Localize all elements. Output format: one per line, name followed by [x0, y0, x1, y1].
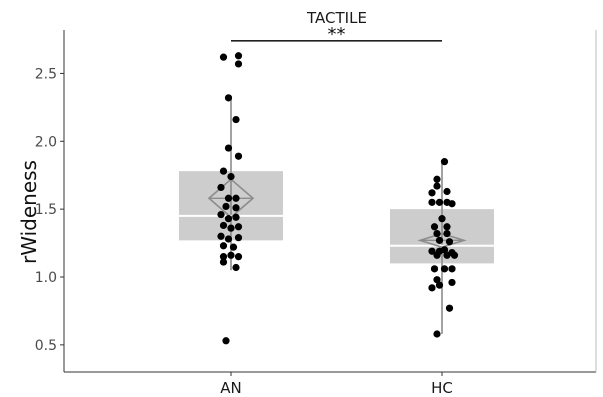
data-point	[440, 265, 449, 273]
data-point	[443, 187, 451, 196]
data-point	[448, 278, 456, 287]
data-point	[234, 152, 243, 160]
data-point	[428, 284, 436, 292]
axes: 0.5 1.0 1.5 2.0 2.5 AN HC	[35, 30, 597, 397]
data-point	[219, 242, 228, 250]
data-point	[224, 94, 233, 102]
data-point	[448, 265, 456, 273]
data-point	[435, 236, 444, 244]
data-point	[428, 189, 436, 197]
y-axis-label: rWideness	[17, 160, 41, 264]
data-point	[227, 251, 235, 259]
data-point	[232, 213, 240, 221]
data-point	[219, 53, 228, 61]
data-point	[229, 243, 238, 251]
data-point	[227, 172, 235, 181]
y-tick-label: 2.0	[35, 134, 57, 150]
data-point	[448, 200, 456, 208]
data-point	[219, 167, 228, 175]
data-point	[433, 330, 441, 338]
data-point	[224, 194, 233, 202]
data-point	[217, 210, 225, 219]
data-point	[232, 194, 240, 202]
y-tick-label: 1.5	[35, 202, 57, 218]
y-tick-label: 1.0	[35, 270, 57, 286]
data-point	[445, 304, 454, 312]
data-point	[232, 263, 240, 272]
data-point	[433, 276, 441, 284]
data-point	[234, 253, 243, 261]
data-point	[440, 246, 449, 254]
x-tick-label-an: AN	[220, 379, 241, 397]
data-point	[443, 251, 451, 259]
data-point	[222, 337, 230, 345]
data-point	[433, 175, 441, 183]
data-point	[430, 265, 439, 273]
data-point	[224, 144, 233, 152]
data-point	[217, 183, 225, 192]
data-point	[232, 115, 240, 124]
data-point	[234, 60, 243, 68]
data-point	[227, 224, 235, 232]
data-point	[428, 247, 436, 255]
data-point	[219, 253, 228, 261]
data-point	[224, 215, 233, 223]
data-point	[435, 198, 444, 206]
data-point	[234, 52, 243, 60]
plot-area: **	[179, 24, 494, 345]
y-tick-label: 2.5	[35, 66, 57, 82]
data-point	[232, 204, 240, 212]
data-point	[435, 281, 444, 289]
y-tick-label: 0.5	[35, 338, 57, 354]
data-point	[433, 182, 441, 190]
data-point	[443, 229, 451, 238]
data-point	[219, 258, 228, 266]
significance-label: **	[328, 24, 346, 45]
data-point	[219, 221, 228, 230]
data-point	[222, 202, 230, 211]
data-point	[450, 251, 459, 259]
data-point	[433, 251, 441, 259]
data-point	[217, 232, 225, 240]
x-tick-label-hc: HC	[431, 379, 453, 397]
data-point	[430, 223, 439, 231]
box-group-hc	[390, 158, 494, 338]
data-point	[234, 223, 243, 231]
data-point	[440, 158, 449, 166]
data-point	[443, 223, 451, 231]
data-point	[234, 234, 243, 242]
data-point	[433, 229, 441, 238]
data-point	[438, 215, 446, 223]
data-point	[428, 198, 436, 206]
box-group-an	[179, 52, 283, 345]
data-point	[224, 235, 233, 243]
chart-title: TACTILE	[306, 9, 367, 27]
data-point	[445, 238, 454, 246]
